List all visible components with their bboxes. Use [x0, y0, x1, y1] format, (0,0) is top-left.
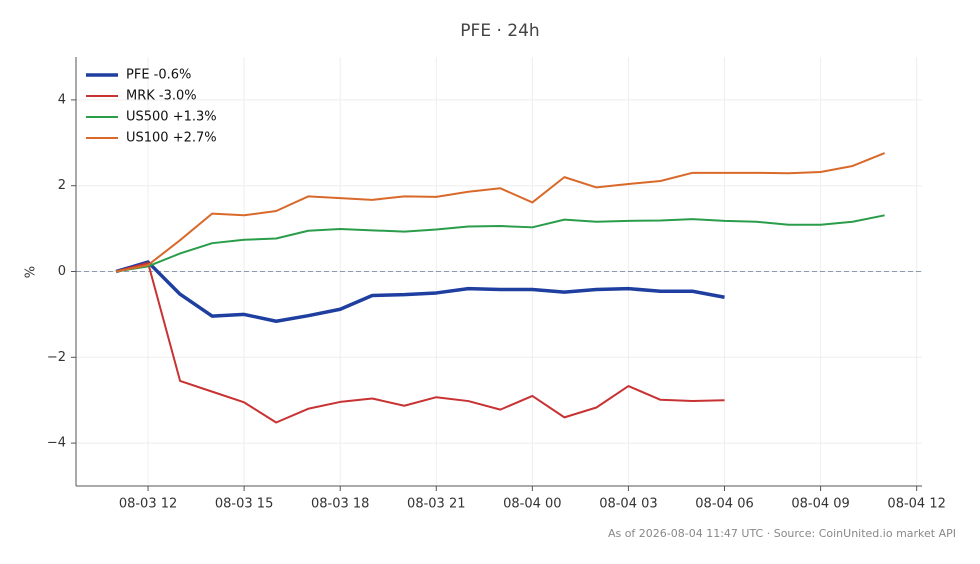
- chart-title: PFE · 24h: [460, 21, 539, 41]
- series-line: [115, 152, 886, 273]
- footer: As of 2026-08-04 11:47 UTC · Source: Coi…: [608, 527, 956, 540]
- legend-label: US100 +2.7%: [126, 131, 217, 146]
- x-tick-label: 08-04 00: [503, 497, 561, 512]
- x-tick-label: 08-03 21: [407, 497, 465, 512]
- y-tick-label: 2: [58, 178, 66, 193]
- x-tick-label: 08-03 18: [311, 497, 369, 512]
- x-tick-label: 08-04 09: [791, 497, 849, 512]
- x-tick-label: 08-03 15: [215, 497, 273, 512]
- y-tick-label: 4: [58, 92, 66, 107]
- legend-label: MRK -3.0%: [126, 89, 197, 104]
- y-axis-label: %: [24, 266, 39, 278]
- series-line: [115, 260, 725, 324]
- series-line: [115, 261, 725, 424]
- y-tick-label: −2: [47, 350, 66, 365]
- y-tick-label: −4: [47, 436, 66, 451]
- legend-label: US500 +1.3%: [126, 110, 217, 125]
- y-tick-label: 0: [58, 264, 66, 279]
- series-line: [115, 214, 885, 273]
- x-tick-label: 08-04 12: [887, 497, 945, 512]
- x-tick-label: 08-04 06: [695, 497, 753, 512]
- x-tick-label: 08-03 12: [119, 497, 177, 512]
- legend-label: PFE -0.6%: [126, 68, 191, 83]
- x-tick-label: 08-04 03: [599, 497, 657, 512]
